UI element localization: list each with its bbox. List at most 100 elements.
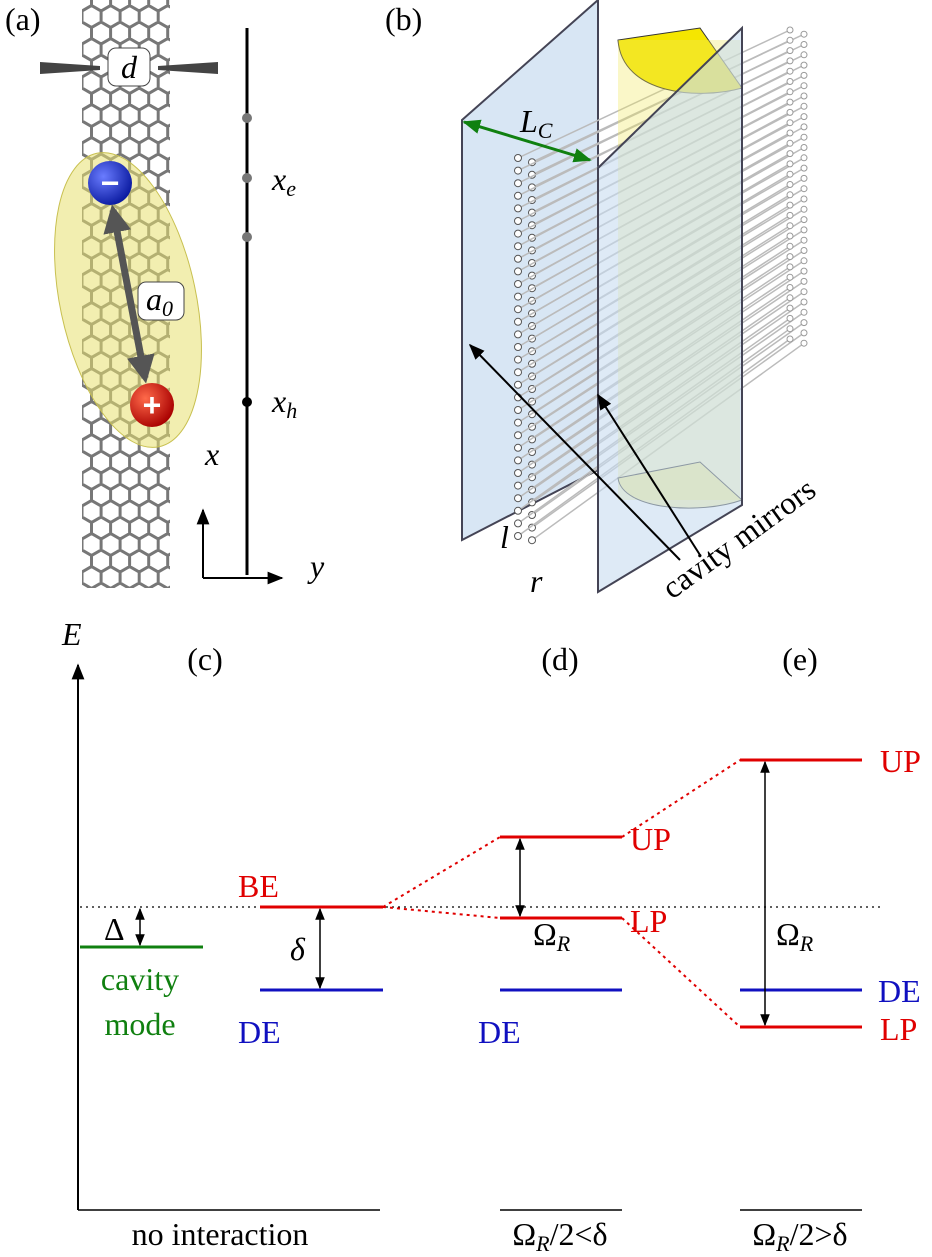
cavity-label: mode: [104, 1006, 175, 1042]
tube-end: [787, 285, 793, 291]
tube-end: [515, 331, 522, 338]
dark-label: DE: [478, 1014, 521, 1050]
base: Ω: [512, 1216, 536, 1252]
base: x: [271, 161, 286, 197]
sub: h: [286, 398, 297, 423]
figure: d − + a0 xe xh x y (a) LC l r cavity mir…: [0, 0, 932, 1257]
tube-end: [787, 305, 793, 311]
hole-sign: +: [143, 387, 162, 423]
tube-end: [801, 114, 807, 120]
rabi-label: ΩR: [776, 916, 814, 956]
lower-label: LP: [630, 903, 667, 939]
tube-end: [787, 264, 793, 270]
tube-end: [515, 205, 522, 212]
tube-end: [787, 89, 793, 95]
connectors: [383, 760, 740, 1027]
sub: R: [556, 931, 571, 956]
tube-end: [801, 165, 807, 171]
connector: [383, 837, 500, 907]
caption: no interaction: [132, 1216, 309, 1252]
caption: ΩR/2>δ: [752, 1216, 847, 1256]
tube-end: [801, 268, 807, 274]
cavity-label: cavity: [101, 961, 179, 997]
tube-end: [787, 274, 793, 280]
rabi-label: ΩR: [533, 916, 571, 956]
dot: [242, 232, 252, 242]
base: L: [519, 103, 538, 139]
diameter-label: d: [121, 49, 138, 85]
tube-end: [515, 356, 522, 363]
tube-end: [787, 202, 793, 208]
caption: ΩR/2<δ: [512, 1216, 607, 1256]
spacing-label: r: [530, 563, 543, 599]
tube-end: [515, 419, 522, 426]
tube-end: [801, 155, 807, 161]
tube-end: [787, 120, 793, 126]
tube-end: [787, 171, 793, 177]
electron-sign: −: [101, 165, 120, 201]
sub: R: [799, 931, 814, 956]
tube-end: [515, 318, 522, 325]
tube-end: [787, 79, 793, 85]
base: Ω: [533, 916, 557, 952]
tube-end: [801, 248, 807, 254]
tube-end: [801, 62, 807, 68]
tube-end: [801, 83, 807, 89]
tube-end: [515, 444, 522, 451]
lower-label: LP: [880, 1011, 917, 1047]
tube-end: [787, 68, 793, 74]
dot: [242, 113, 252, 123]
sub: 0: [162, 296, 173, 321]
bright-label: BE: [238, 868, 279, 904]
electron-position: xe: [271, 161, 296, 201]
tube-end: [787, 336, 793, 342]
sub: R: [535, 1231, 550, 1256]
rest: /2<δ: [550, 1216, 608, 1252]
base: x: [271, 383, 286, 419]
tube-end: [515, 155, 522, 162]
page: body { margin: 0; background: #fff; } sv…: [0, 0, 932, 1257]
tube-end: [787, 58, 793, 64]
tube-end: [515, 243, 522, 250]
tube-end: [529, 537, 536, 544]
sub: e: [286, 176, 296, 201]
tube-end: [801, 227, 807, 233]
base: a: [146, 281, 162, 317]
tube-end: [787, 27, 793, 33]
tube-end: [787, 37, 793, 43]
tube-end: [801, 206, 807, 212]
panel-label: (c): [187, 641, 223, 677]
rest: /2>δ: [790, 1216, 848, 1252]
tube-end: [515, 520, 522, 527]
upper-label: UP: [880, 743, 921, 779]
tube-end: [801, 103, 807, 109]
tube-end: [801, 124, 807, 130]
tube-end: [515, 306, 522, 313]
x-axis-label: x: [204, 436, 219, 472]
tube-end: [787, 99, 793, 105]
tube-end: [515, 192, 522, 199]
tube-end: [515, 533, 522, 540]
panel-label: (b): [385, 1, 422, 37]
panel-label: (d): [541, 641, 578, 677]
splitting-label: δ: [290, 931, 306, 967]
tube-end: [801, 72, 807, 78]
tube-end: [801, 186, 807, 192]
hole-position: xh: [271, 383, 297, 423]
tube-end: [801, 340, 807, 346]
tube-end: [787, 315, 793, 321]
tube-end: [515, 268, 522, 275]
tube-end: [787, 109, 793, 115]
tube-end: [787, 254, 793, 260]
tube-end: [515, 218, 522, 225]
tube-end: [801, 289, 807, 295]
body: {"panels": { "a": {"label": "(a)", "diam…: [0, 0, 932, 1257]
tube-end: [787, 182, 793, 188]
tube-end: [515, 407, 522, 414]
energy-axis-label: E: [61, 616, 82, 652]
tube-end: [801, 330, 807, 336]
tube-end: [787, 233, 793, 239]
tube-end: [515, 180, 522, 187]
tube-end: [801, 278, 807, 284]
tube-end: [515, 381, 522, 388]
